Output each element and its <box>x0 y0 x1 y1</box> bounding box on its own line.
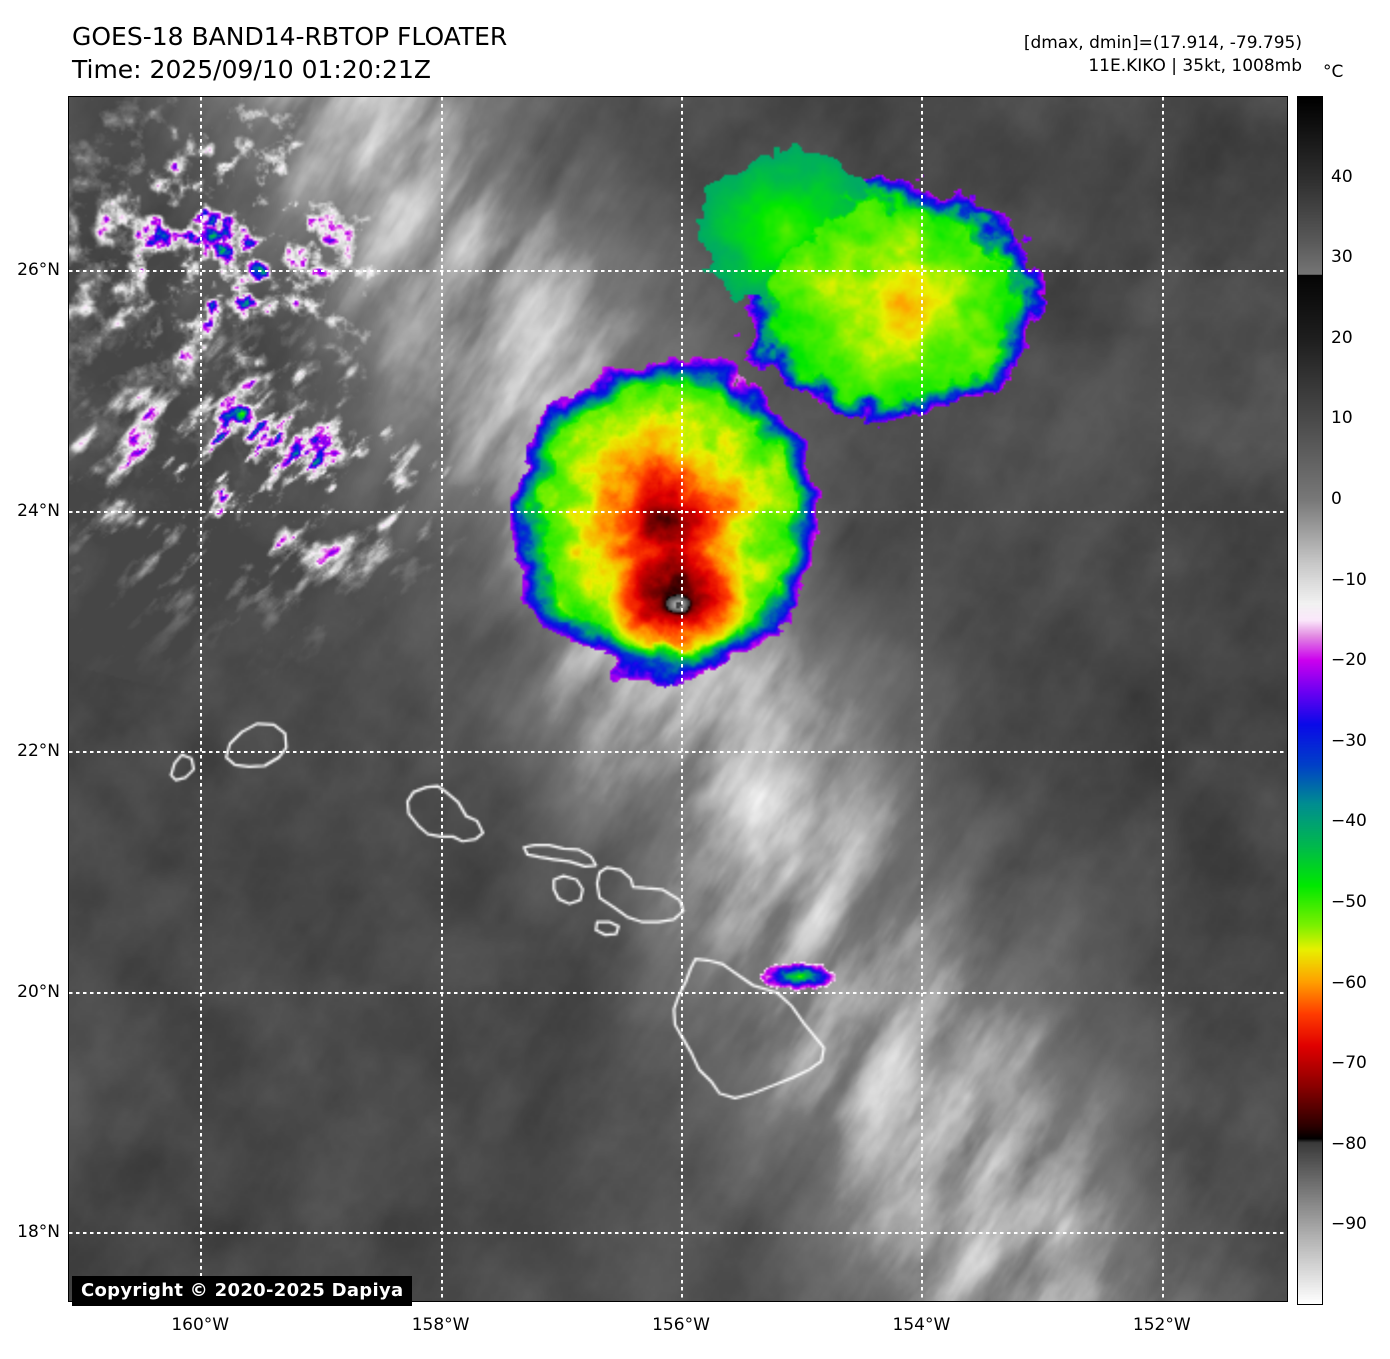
dmax-dmin-label: [dmax, dmin]=(17.914, -79.795) <box>1023 33 1302 53</box>
colorbar-tick-label: 10 <box>1331 408 1353 429</box>
y-axis-tick-label: 26°N <box>17 260 60 281</box>
colorbar-unit-label: °C <box>1323 62 1344 82</box>
y-axis-tick-label: 20°N <box>17 981 60 1002</box>
colorbar-tick-label: −30 <box>1331 730 1367 751</box>
colorbar-tick-label: −70 <box>1331 1053 1367 1074</box>
colorbar-tick-label: −20 <box>1331 650 1367 671</box>
temperature-colorbar[interactable] <box>1297 96 1323 1305</box>
title-block: GOES-18 BAND14-RBTOP FLOATER Time: 2025/… <box>72 20 507 86</box>
x-axis-tick-label: 160°W <box>171 1315 230 1335</box>
colorbar-tick-label: 0 <box>1331 489 1342 509</box>
copyright-watermark: Copyright © 2020-2025 Dapiya <box>72 1276 413 1306</box>
colorbar-tick-label: −50 <box>1331 892 1367 912</box>
colorbar-tick-label: −90 <box>1331 1214 1367 1235</box>
y-axis-tick-label: 24°N <box>17 500 60 521</box>
x-axis-tick-label: 154°W <box>892 1315 951 1335</box>
colorbar-tick-label: −40 <box>1331 811 1367 832</box>
colorbar-tick-label: −60 <box>1331 972 1367 993</box>
satellite-image-plot[interactable] <box>68 96 1288 1302</box>
colorbar-tick-label: 20 <box>1331 327 1353 348</box>
x-axis-tick-label: 152°W <box>1132 1315 1191 1335</box>
metadata-block: [dmax, dmin]=(17.914, -79.795) 11E.KIKO … <box>1024 32 1302 78</box>
x-axis-tick-label: 158°W <box>411 1315 470 1335</box>
x-axis-tick-label: 156°W <box>652 1315 710 1335</box>
colorbar-tick-label: 40 <box>1331 166 1353 187</box>
satellite-imagery <box>69 97 1287 1301</box>
colorbar-tick-label: −80 <box>1331 1133 1367 1154</box>
timestamp-label: Time: 2025/09/10 01:20:21Z <box>72 55 431 84</box>
y-axis-tick-label: 22°N <box>17 741 60 762</box>
storm-info-label: 11E.KIKO | 35kt, 1008mb <box>1088 56 1302 76</box>
colorbar-tick-label: 30 <box>1331 247 1353 268</box>
colorbar-tick-label: −10 <box>1331 569 1367 590</box>
page-title: GOES-18 BAND14-RBTOP FLOATER <box>72 22 508 51</box>
y-axis-tick-label: 18°N <box>17 1222 60 1243</box>
